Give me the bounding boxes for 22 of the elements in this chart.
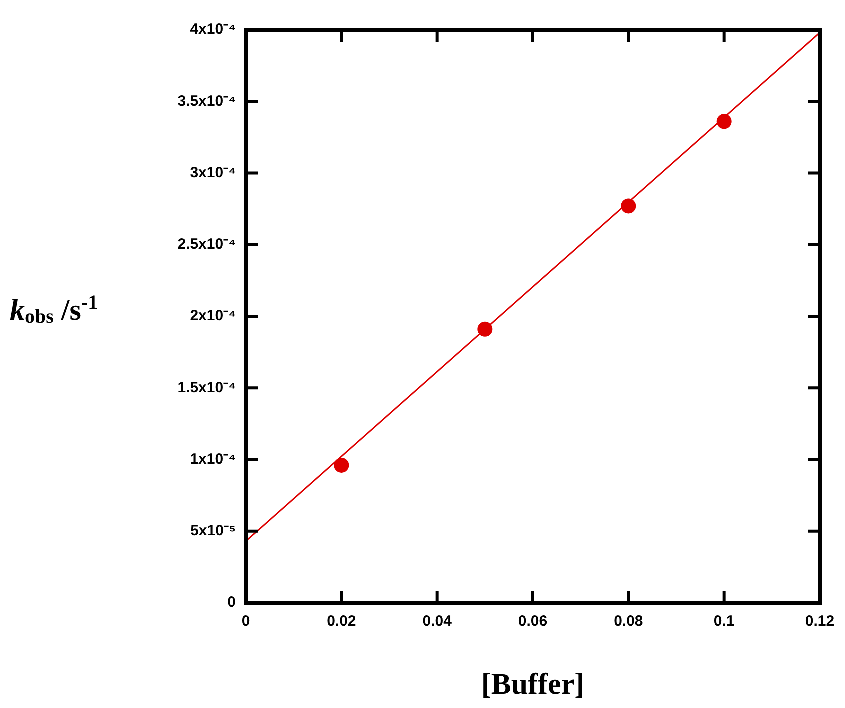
y-axis-title: k$_{obs}$ /s$^{-1}$ bbox=[10, 292, 98, 329]
y-tick-label: 0 bbox=[228, 594, 236, 612]
point bbox=[334, 458, 350, 473]
x-tick-label: 0.04 bbox=[422, 613, 453, 630]
y-tick-label: 1.5x10⁻⁴ bbox=[178, 379, 236, 396]
x-axis-title: [Buffer] bbox=[480, 668, 586, 702]
y-tick-label: 3x10⁻⁴ bbox=[190, 164, 236, 182]
point bbox=[478, 322, 493, 337]
y-tick-label: 5x10⁻⁵ bbox=[190, 522, 236, 540]
point bbox=[621, 198, 636, 214]
x-tick-label: 0 bbox=[242, 613, 250, 630]
x-tick-label: 0.1 bbox=[714, 613, 735, 630]
x-tick-label: 0.12 bbox=[805, 613, 835, 630]
y-tick-label: 1x10⁻⁴ bbox=[190, 450, 236, 468]
y-tick-label: 2.5x10⁻⁴ bbox=[178, 236, 236, 254]
y-tick-label: 2x10⁻⁴ bbox=[190, 308, 236, 325]
y-tick-label: 4x10⁻⁴ bbox=[190, 21, 236, 38]
x-tick-label: 0.06 bbox=[518, 613, 548, 630]
x-tick-label: 0.02 bbox=[327, 613, 356, 630]
x-tick-label: 0.08 bbox=[614, 613, 644, 630]
y-tick-label: 3.5x10⁻⁴ bbox=[178, 92, 236, 110]
point bbox=[716, 114, 732, 130]
